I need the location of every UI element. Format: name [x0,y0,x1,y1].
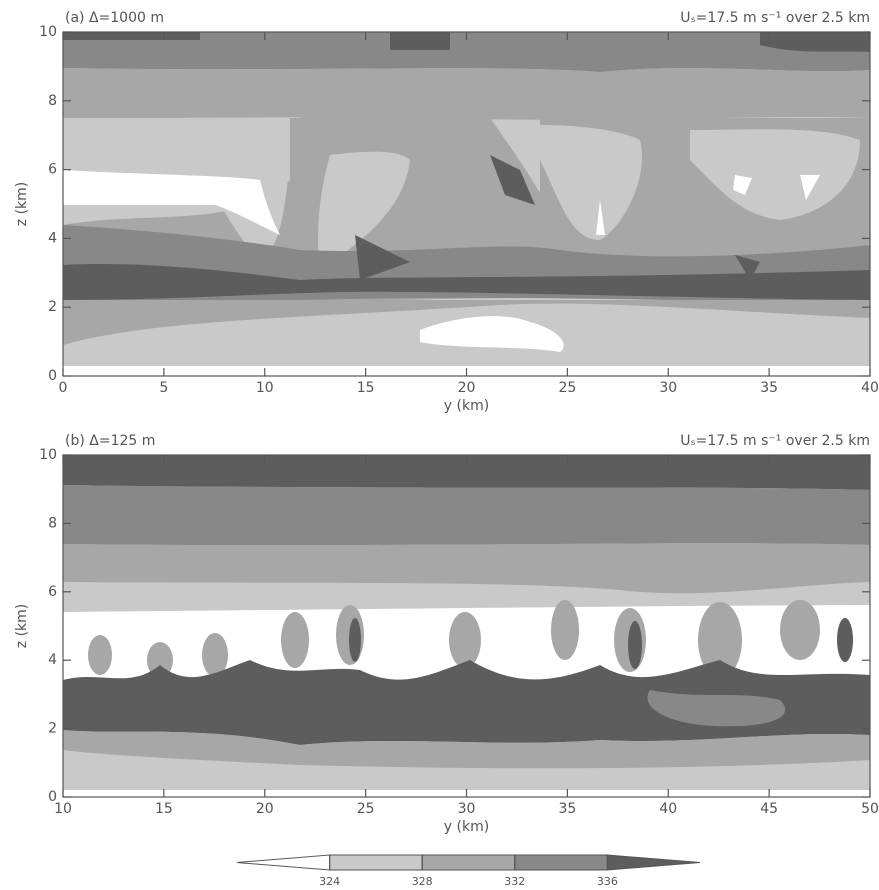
contour-region [647,690,786,727]
x-tick-label: 50 [861,801,879,817]
y-tick-label: 4 [48,230,57,246]
colorbar-label: 328 [412,875,433,888]
contour-region [349,618,361,662]
panel-title: (b) Δ=125 m [65,433,155,449]
contour-region [147,642,173,678]
contour-region [837,618,853,662]
contour-region [628,621,642,669]
contour-region [63,316,870,376]
contour-region [63,68,870,120]
contour-field [63,455,870,797]
y-tick-label: 2 [48,299,57,315]
contour-region [63,125,860,270]
contour-region [281,612,309,668]
contour-region [63,155,870,300]
contour-region [63,730,870,769]
contour-region [698,602,742,678]
x-tick-label: 40 [659,801,677,817]
contour-region [202,633,228,677]
x-tick-label: 15 [155,801,173,817]
contour-region [63,300,870,345]
x-tick-label: 25 [357,801,375,817]
y-axis-label: z (km) [14,604,30,648]
x-tick-label: 5 [159,380,168,396]
x-axis-label: y (km) [444,398,489,414]
y-tick-label: 8 [48,515,57,531]
contour-field [63,32,870,376]
colorbar-label: 332 [504,875,525,888]
y-axis-label: z (km) [14,182,30,226]
colorbar-swatch [606,854,701,871]
x-tick-label: 30 [458,801,476,817]
contour-region [551,600,579,660]
colorbar-swatch [236,854,331,871]
x-tick-label: 35 [760,380,778,396]
x-tick-label: 10 [54,801,72,817]
contour-region [780,600,820,660]
x-tick-label: 10 [256,380,274,396]
x-tick-label: 30 [659,380,677,396]
contour-region [63,660,870,745]
y-tick-label: 10 [39,24,57,40]
y-tick-label: 10 [39,447,57,463]
contour-region [63,543,870,594]
y-tick-label: 2 [48,721,57,737]
contour-region [63,32,870,52]
x-tick-label: 15 [357,380,375,396]
colorbar-swatch [514,854,608,871]
contour-region [88,635,112,675]
y-tick-label: 6 [48,162,57,178]
x-tick-label: 35 [558,801,576,817]
x-tick-label: 25 [558,380,576,396]
colorbar-label: 324 [319,875,340,888]
contour-region [449,612,481,668]
contour-region [63,485,870,546]
contour-region [63,455,870,490]
y-tick-label: 8 [48,93,57,109]
colorbar-label: 336 [597,875,618,888]
colorbar-swatch [329,854,423,871]
colorbar-swatch [421,854,516,871]
y-tick-label: 0 [48,789,57,805]
y-tick-label: 0 [48,368,57,384]
x-tick-label: 45 [760,801,778,817]
plumes [88,600,853,678]
x-axis-label: y (km) [444,819,489,835]
x-tick-label: 20 [458,380,476,396]
x-tick-label: 20 [256,801,274,817]
y-tick-label: 4 [48,652,57,668]
panel-subtitle: Uₛ=17.5 m s⁻¹ over 2.5 km [680,10,870,26]
contour-region [63,32,870,72]
contour-region [63,170,820,235]
y-tick-label: 6 [48,584,57,600]
panel-subtitle: Uₛ=17.5 m s⁻¹ over 2.5 km [680,433,870,449]
x-tick-label: 0 [59,380,68,396]
panel-title: (a) Δ=1000 m [65,10,164,26]
x-tick-label: 40 [861,380,879,396]
